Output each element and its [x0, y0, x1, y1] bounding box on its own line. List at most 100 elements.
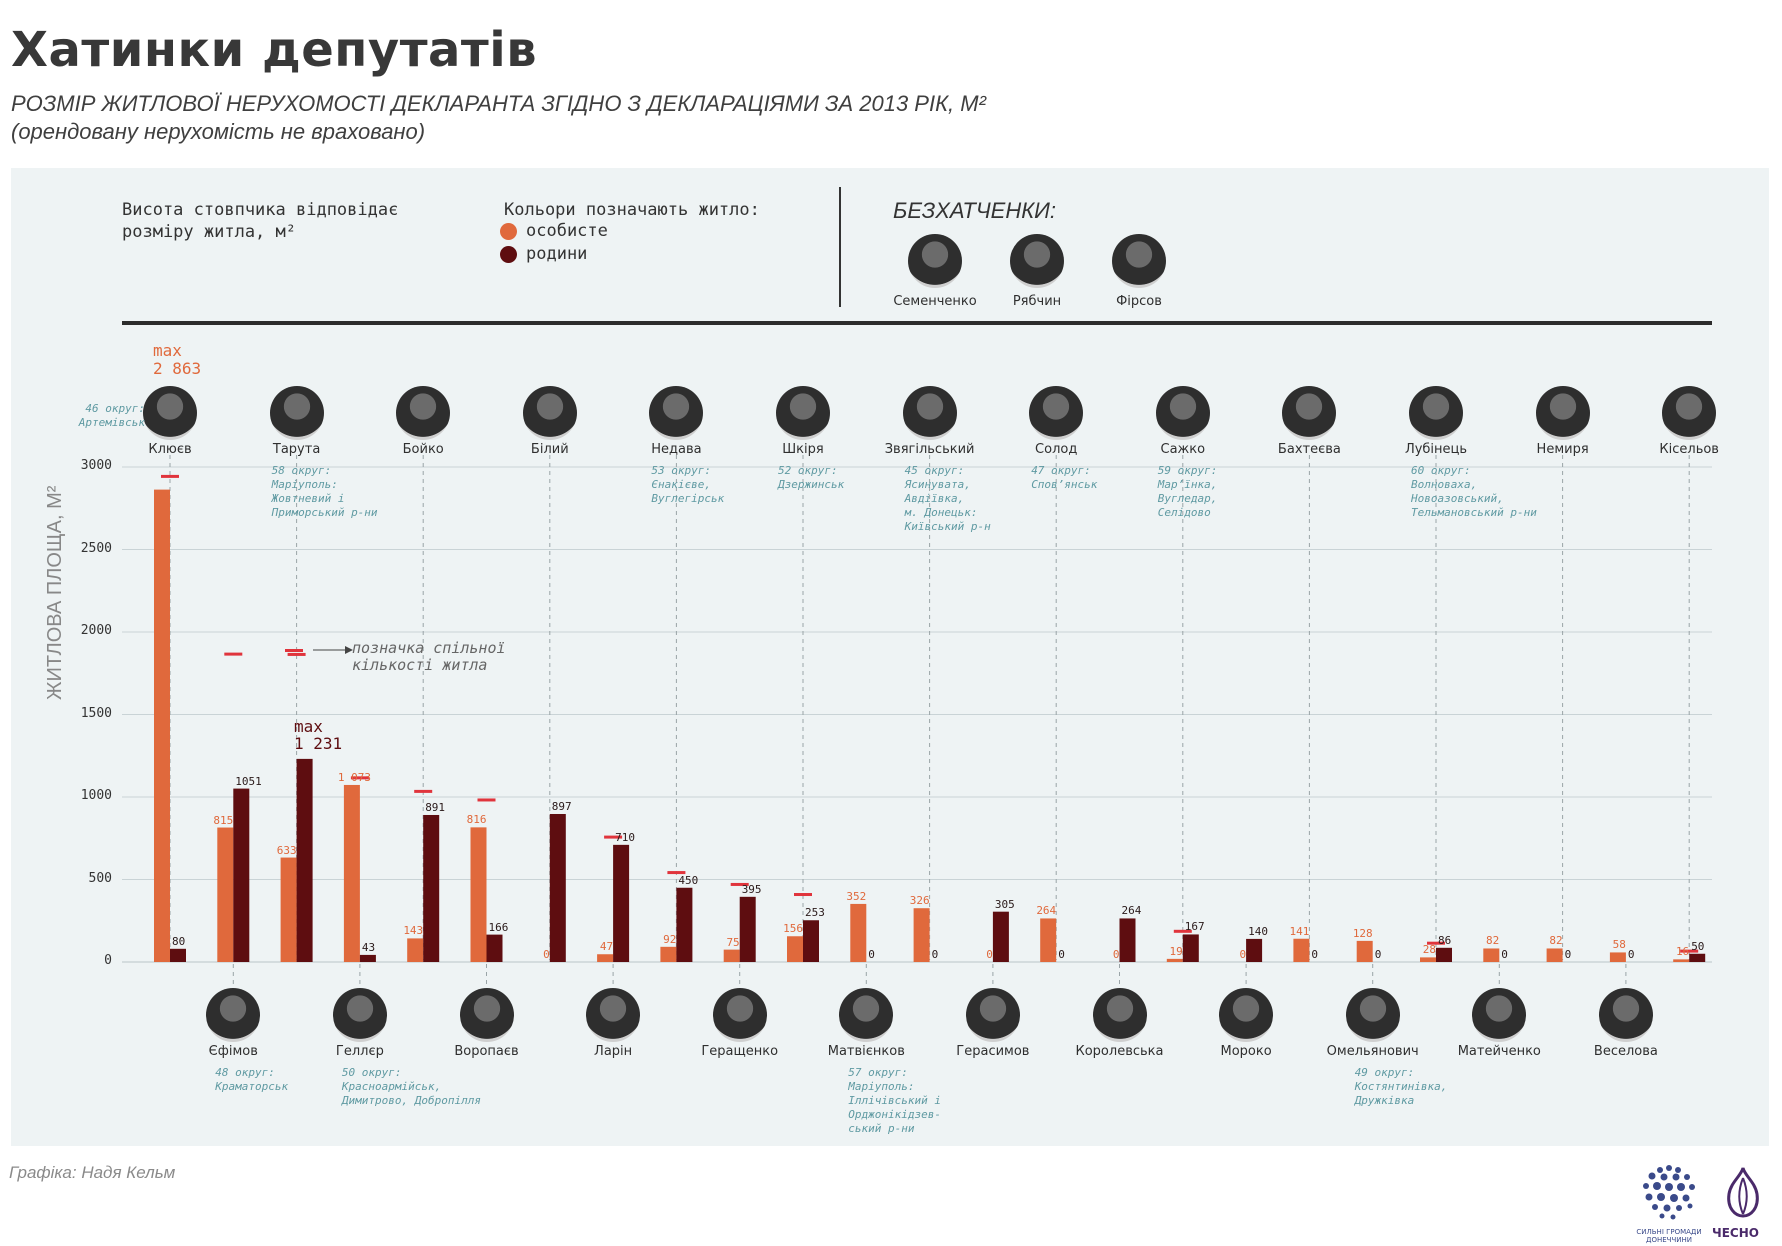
- deputy-name: Сажко: [1160, 442, 1206, 457]
- avatar-photo: [712, 988, 767, 1042]
- total-mark: [730, 882, 749, 886]
- value-label-personal: 815: [213, 813, 234, 827]
- district-line: 52 округ:: [778, 464, 838, 477]
- total-mark: [287, 652, 306, 656]
- legend-personal-label: особисте: [526, 221, 608, 241]
- bar-personal: [1546, 948, 1563, 962]
- district-line: 50 округ:: [341, 1066, 402, 1079]
- value-label-family: 166: [488, 920, 509, 934]
- deputy-name: Клюєв: [148, 442, 192, 457]
- district-note: 46 округ: Артемівськ: [70, 402, 145, 430]
- deputy-name: Бойко: [402, 442, 444, 457]
- bar-family: [170, 948, 186, 962]
- deputy-name: Кісельов: [1659, 442, 1719, 457]
- bar-family: [803, 920, 819, 962]
- district-note: 45 округ: Ясинувата, Авдіївка, м. Донецьк: К…: [905, 464, 991, 534]
- legend-personal-swatch: [500, 223, 517, 240]
- deputy-name: Матвієнков: [827, 1044, 905, 1059]
- district-note: 50 округ: Красноармійськ, Димитрово, Добро…: [342, 1066, 481, 1108]
- value-label-personal: 0: [986, 948, 993, 961]
- deputy-name: Немиря: [1536, 442, 1589, 457]
- bar-family: [676, 887, 693, 962]
- avatar-photo: [1409, 386, 1463, 440]
- bar-family: [1246, 938, 1263, 962]
- district-line: Маріуполь:: [848, 1080, 915, 1093]
- value-label-personal: 82: [1549, 934, 1563, 948]
- total-mark: [1173, 929, 1192, 933]
- bar-personal: [343, 784, 360, 962]
- bar-family: [233, 788, 250, 962]
- bar-family: [1689, 953, 1706, 962]
- legend-divider: [839, 187, 841, 307]
- district-line: Новоазовський,: [1411, 492, 1504, 505]
- bar-personal: [1483, 948, 1500, 962]
- bar-family: [739, 896, 756, 962]
- deputy-name: Недава: [651, 442, 702, 457]
- homeless-name-1: Семенченко: [893, 294, 977, 309]
- homeless-title: БЕЗХАТЧЕНКИ:: [893, 198, 1057, 223]
- bar-personal: [154, 489, 170, 962]
- value-label-family: 305: [994, 897, 1015, 911]
- district-note: 57 округ: Маріуполь: Іллічівський і Орджоні…: [848, 1066, 941, 1136]
- avatar-photo: [902, 386, 957, 440]
- bar-family: [1182, 934, 1199, 962]
- value-label-family: 0: [1627, 948, 1635, 961]
- value-label-family: 80: [172, 934, 186, 948]
- deputy-name: Матейченко: [1457, 1044, 1541, 1059]
- avatar-photo: [396, 386, 451, 440]
- deputy-name: Королевська: [1075, 1044, 1164, 1059]
- district-line: Димитрово, Добропілля: [341, 1094, 481, 1107]
- value-label-family: 43: [361, 940, 376, 954]
- value-label-personal: 141: [1289, 924, 1310, 938]
- deputy-name: Шкіря: [782, 442, 824, 457]
- deputy-name: Єфімов: [208, 1044, 258, 1059]
- bar-family: [549, 813, 566, 962]
- deputy-name: Білий: [530, 442, 569, 457]
- district-note: 58 округ: Маріуполь: Жовтневий і Приморськи…: [272, 464, 378, 520]
- value-label-family: 1051: [235, 774, 262, 788]
- legend-family-label: родини: [526, 244, 588, 264]
- deputy-name: Солод: [1035, 442, 1078, 457]
- max-personal-word: max: [153, 341, 182, 360]
- district-line: м. Донецьк:: [904, 506, 978, 519]
- deputy-name: Геращенко: [701, 1044, 779, 1059]
- avatar-photo: [1029, 386, 1084, 440]
- homeless-name-3: Фірсов: [1116, 294, 1162, 309]
- bar-family: [296, 758, 313, 962]
- district-line: Київський р-н: [904, 520, 991, 533]
- avatar-semenchenko: [908, 234, 962, 288]
- avatar-photo: [1662, 386, 1717, 440]
- district-line: Костянтинівка,: [1354, 1080, 1448, 1093]
- avatar-firsov: [1112, 234, 1166, 288]
- deputy-name: Геллєр: [335, 1044, 384, 1059]
- legend-colors-title: Кольори позначають житло:: [504, 200, 760, 220]
- bar-personal: [280, 857, 297, 962]
- district-line: 58 округ:: [271, 464, 332, 477]
- bar-personal: [723, 949, 740, 962]
- value-label-personal: 352: [846, 889, 867, 903]
- page-subtitle: РОЗМІР ЖИТЛОВОЇ НЕРУХОМОСТІ ДЕКЛАРАНТА З…: [11, 90, 986, 146]
- bar-family: [992, 911, 1009, 962]
- subtitle-line-2: (орендовану нерухомість не враховано): [11, 119, 426, 144]
- value-label-family: 86: [1438, 933, 1452, 947]
- value-label-family: 450: [678, 873, 699, 887]
- deputy-name: Веселова: [1593, 1044, 1658, 1059]
- total-mark-note: позначка спільної кількості житла: [352, 640, 506, 674]
- district-line: 46 округ:: [85, 402, 145, 415]
- avatar-photo: [1155, 386, 1210, 440]
- bar-personal: [1293, 938, 1310, 962]
- max-family-word: max: [294, 717, 323, 736]
- avatar-photo: [143, 386, 197, 440]
- bar-personal: [597, 954, 614, 962]
- max-family-value: 1 231: [294, 734, 343, 753]
- chesno-text: ЧЕСНО: [1712, 1226, 1759, 1240]
- district-note: 59 округ: Мар’їнка, Вугледар, Селідово: [1158, 464, 1218, 520]
- value-label-family: 264: [1121, 904, 1142, 918]
- district-note: 49 округ: Костянтинівка, Дружківка: [1355, 1066, 1448, 1108]
- deputy-name: Звягільський: [884, 442, 975, 457]
- value-label-personal: 0: [1239, 948, 1247, 961]
- sylni-hromady-text: СИЛЬНІ ГРОМАДИ ДОНЕЧЧИНИ: [1636, 1228, 1702, 1244]
- avatar-photo: [1219, 988, 1274, 1042]
- total-mark-sample: [285, 649, 303, 652]
- total-mark: [667, 871, 686, 875]
